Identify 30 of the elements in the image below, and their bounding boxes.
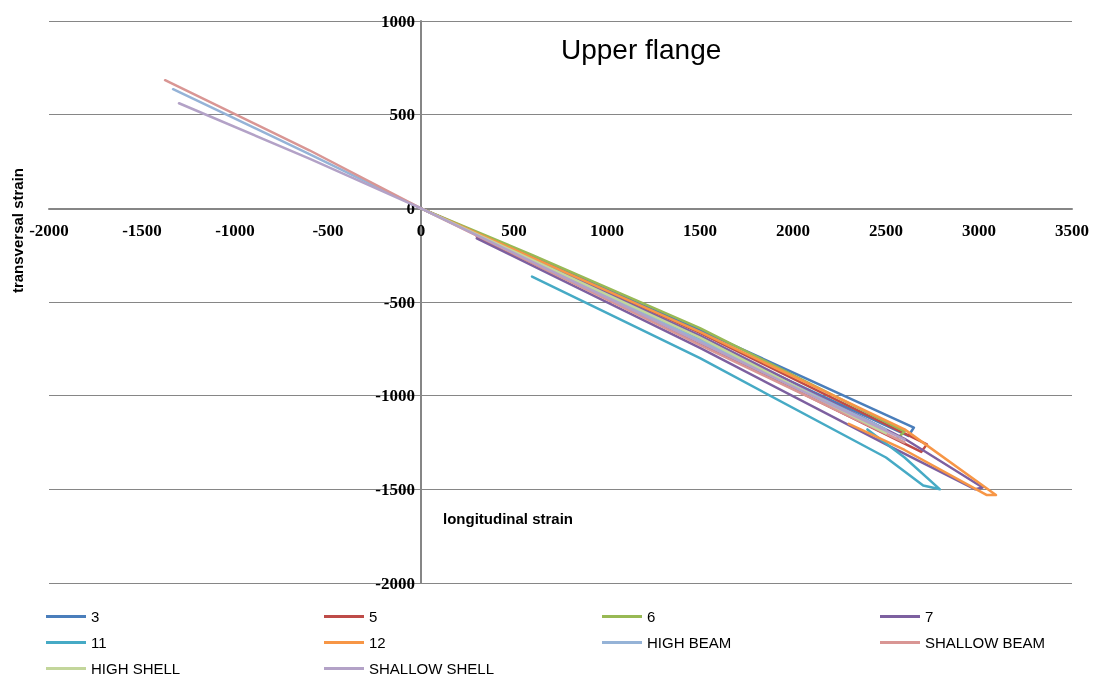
chart-title: Upper flange [561, 33, 722, 65]
x-tick-label: -500 [312, 221, 344, 241]
legend-label: 12 [369, 634, 386, 651]
legend-label: HIGH SHELL [91, 660, 181, 677]
x-tick-label: 1000 [590, 221, 624, 241]
legend-label: 3 [91, 608, 100, 625]
legend-label: 11 [91, 634, 107, 651]
legend-label: 7 [925, 608, 934, 625]
y-tick-label: -1500 [375, 479, 415, 499]
legend-label: SHALLOW BEAM [925, 634, 1046, 651]
y-tick-label: 500 [389, 105, 415, 125]
x-axis-title: longitudinal strain [443, 510, 573, 527]
y-tick-label: 1000 [381, 11, 415, 31]
x-tick-label: 3500 [1055, 221, 1089, 241]
legend-label: HIGH BEAM [647, 634, 732, 651]
y-axis-title: transversal strain [9, 167, 26, 294]
x-tick-label: 2500 [869, 221, 903, 241]
x-tick-label: -1000 [215, 221, 255, 241]
x-tick-label: 500 [501, 221, 527, 241]
legend-label: 6 [647, 608, 656, 625]
x-tick-label: 2000 [776, 221, 810, 241]
y-tick-label: -1000 [375, 386, 415, 406]
x-tick-label: -2000 [29, 221, 69, 241]
x-tick-label: 3000 [962, 221, 996, 241]
legend-label: 5 [369, 608, 378, 625]
x-tick-label: 1500 [683, 221, 717, 241]
legend-label: SHALLOW SHELL [369, 660, 495, 677]
y-tick-label: -500 [383, 292, 415, 312]
y-tick-label: -2000 [375, 573, 415, 593]
x-tick-label: -1500 [122, 221, 162, 241]
